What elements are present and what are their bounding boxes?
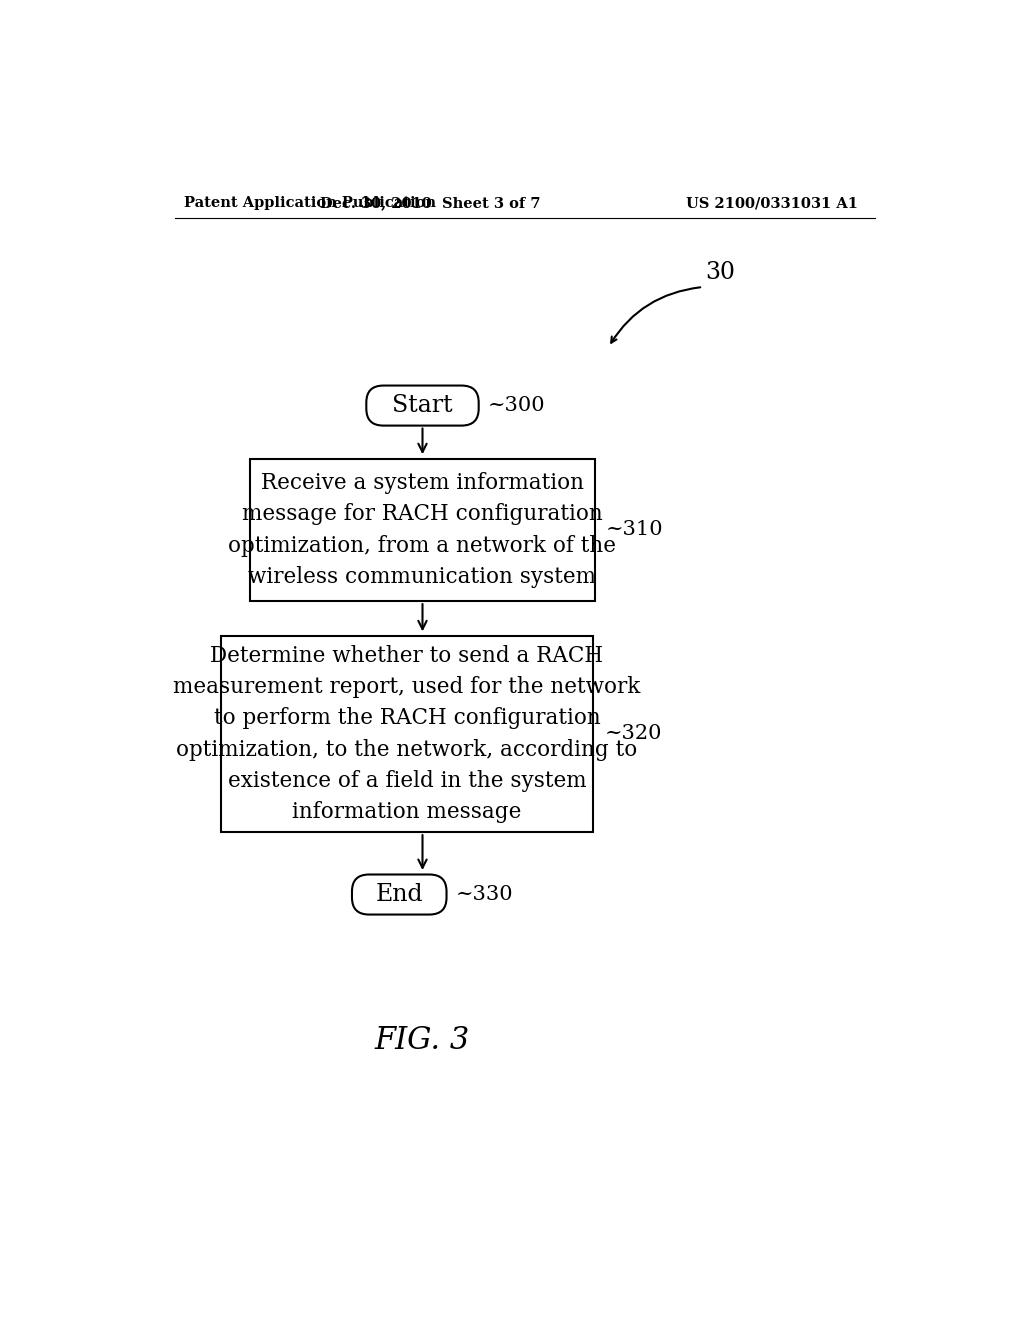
Text: ~320: ~320 <box>604 725 663 743</box>
Text: FIG. 3: FIG. 3 <box>375 1024 470 1056</box>
Text: Receive a system information
message for RACH configuration
optimization, from a: Receive a system information message for… <box>228 473 616 587</box>
Text: US 2100/0331031 A1: US 2100/0331031 A1 <box>686 197 858 210</box>
Text: Patent Application Publication: Patent Application Publication <box>183 197 436 210</box>
Text: 30: 30 <box>706 261 735 284</box>
Text: ~310: ~310 <box>606 520 664 540</box>
Text: Determine whether to send a RACH
measurement report, used for the network
to per: Determine whether to send a RACH measure… <box>173 644 641 824</box>
Text: End: End <box>376 883 423 906</box>
Text: Start: Start <box>392 395 453 417</box>
Text: ~330: ~330 <box>456 884 513 904</box>
Text: ~300: ~300 <box>488 396 546 414</box>
Text: Dec. 30, 2010  Sheet 3 of 7: Dec. 30, 2010 Sheet 3 of 7 <box>319 197 541 210</box>
